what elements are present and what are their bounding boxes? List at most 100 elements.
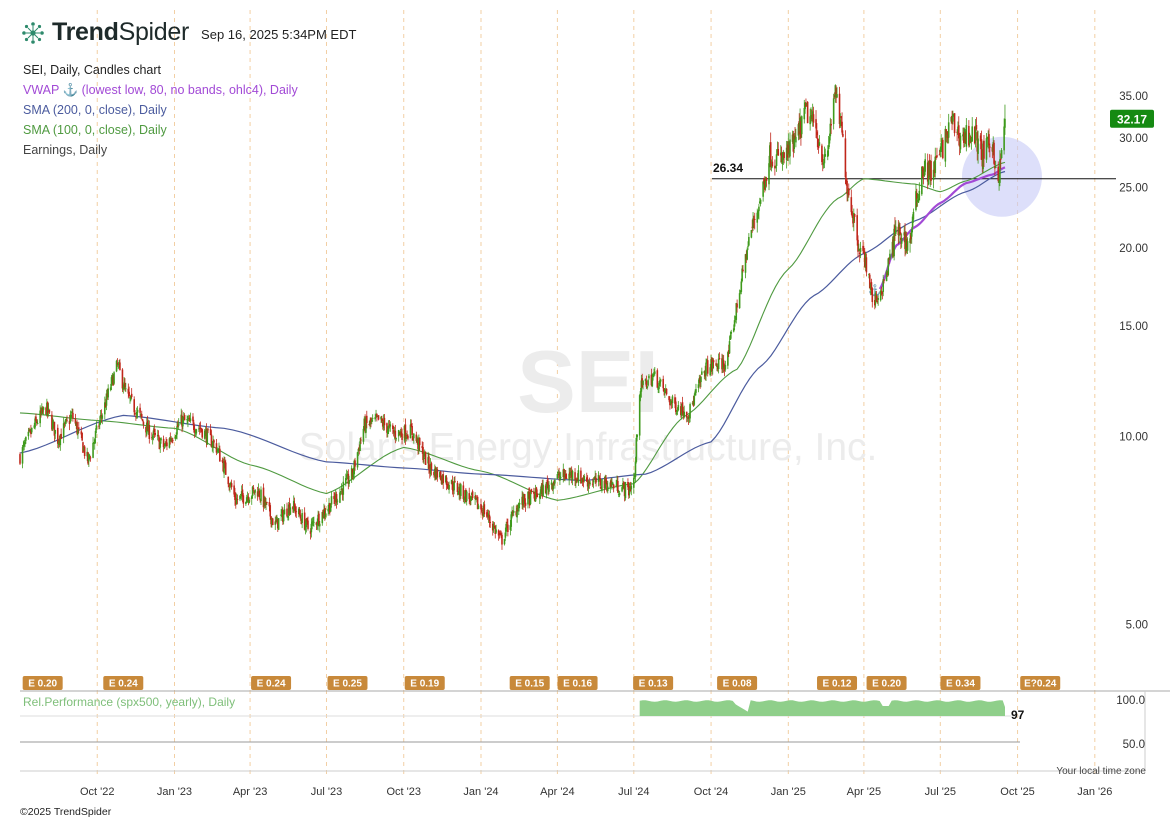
legend-vwap[interactable]: VWAP ⚓ (lowest low, 80, no bands, ohlc4)…	[23, 83, 298, 97]
legend-chart-title[interactable]: SEI, Daily, Candles chart	[23, 63, 162, 77]
candle-body	[893, 228, 895, 257]
candle-body	[746, 249, 748, 260]
candle-body	[750, 230, 753, 238]
rel-performance-panel: Rel.Performance (spx500, yearly), Daily 1…	[20, 695, 1146, 777]
candle-body	[798, 121, 801, 135]
candle-body	[793, 135, 795, 149]
candle-body	[732, 328, 735, 332]
candle-body	[268, 502, 271, 507]
candle-body	[538, 495, 541, 499]
candle-body	[181, 415, 183, 427]
candle-body	[229, 487, 231, 488]
candle-body	[283, 509, 286, 515]
earnings-badge[interactable]	[866, 676, 907, 690]
candle-body	[781, 157, 784, 165]
candle-body	[635, 437, 638, 462]
candle-body	[522, 496, 524, 506]
candle-body	[733, 320, 736, 327]
candle-body	[104, 402, 106, 415]
candle-body	[334, 498, 336, 502]
candle-body	[652, 374, 654, 377]
candle-body	[160, 438, 162, 441]
earnings-badge[interactable]	[817, 676, 858, 690]
candle-body	[797, 124, 800, 136]
candle-body	[989, 146, 991, 148]
candle-body	[371, 420, 373, 422]
candle-body	[863, 251, 865, 253]
candle-body	[35, 416, 37, 421]
rel-tick-label: 100.0	[1116, 695, 1145, 707]
earnings-badge[interactable]	[557, 676, 598, 690]
candle-body	[885, 271, 888, 282]
candle-body	[29, 429, 31, 432]
candle-body	[511, 511, 513, 516]
candle-body	[298, 510, 301, 516]
x-tick-label: Apr '23	[233, 786, 268, 798]
candle-body	[744, 254, 747, 273]
candle-body	[470, 496, 472, 501]
legend-sma100[interactable]: SMA (100, 0, close), Daily	[23, 123, 167, 137]
candle-body	[459, 488, 461, 496]
candle-body	[203, 430, 206, 439]
candle-body	[204, 430, 207, 432]
candle-body	[533, 494, 536, 501]
candle-body	[886, 273, 889, 275]
candle-body	[151, 437, 153, 439]
candle-body	[454, 481, 456, 483]
candle-body	[365, 415, 368, 423]
earnings-badge[interactable]	[327, 676, 368, 690]
candle-body	[460, 484, 462, 496]
candle-body	[706, 360, 709, 374]
candle-body	[840, 116, 843, 119]
earnings-badge[interactable]	[633, 676, 674, 690]
candle-body	[870, 282, 873, 290]
candle-body	[227, 476, 230, 485]
candle-body	[698, 378, 701, 384]
candle-body	[299, 514, 302, 519]
candle-body	[971, 126, 974, 142]
earnings-badge[interactable]	[103, 676, 144, 690]
candle-body	[434, 468, 436, 477]
candle-body	[497, 530, 500, 536]
candle-body	[909, 238, 911, 243]
earnings-label: E 0.12	[823, 679, 852, 690]
candle-body	[23, 442, 25, 447]
candle-body	[300, 519, 303, 525]
earnings-badge[interactable]	[940, 676, 981, 690]
x-tick-label: Jan '24	[463, 786, 498, 798]
candle-body	[800, 116, 803, 135]
candle-body	[723, 365, 726, 372]
candle-body	[376, 413, 378, 418]
candle-body	[39, 410, 41, 424]
earnings-badge[interactable]	[251, 676, 292, 690]
x-tick-label: Apr '24	[540, 786, 575, 798]
earnings-badge[interactable]	[509, 676, 550, 690]
earnings-badge[interactable]	[22, 676, 63, 690]
candle-body	[889, 253, 891, 260]
earnings-badge[interactable]	[717, 676, 758, 690]
candle-body	[353, 460, 355, 475]
legend-earnings[interactable]: Earnings, Daily	[23, 143, 108, 157]
candle-body	[70, 414, 73, 418]
candle-body	[516, 507, 518, 518]
candle-body	[40, 410, 42, 414]
candle-body	[499, 532, 502, 535]
candle-body	[904, 232, 906, 250]
candle-body	[68, 420, 71, 425]
candle-body	[381, 421, 384, 427]
legend-sma200[interactable]: SMA (200, 0, close), Daily	[23, 103, 167, 117]
candle-body	[456, 482, 459, 493]
earnings-badge[interactable]	[404, 676, 445, 690]
candle-body	[924, 159, 926, 172]
candle-body	[728, 341, 731, 354]
earnings-badge[interactable]	[1020, 676, 1061, 690]
candle-body	[324, 513, 327, 517]
candle-body	[545, 481, 548, 495]
candle-body	[163, 447, 166, 448]
candle-body	[694, 391, 696, 396]
x-tick-label: Jul '24	[618, 786, 649, 798]
candle-body	[533, 491, 535, 494]
y-tick-label: 25.00	[1119, 182, 1148, 194]
candle-body	[266, 501, 268, 503]
